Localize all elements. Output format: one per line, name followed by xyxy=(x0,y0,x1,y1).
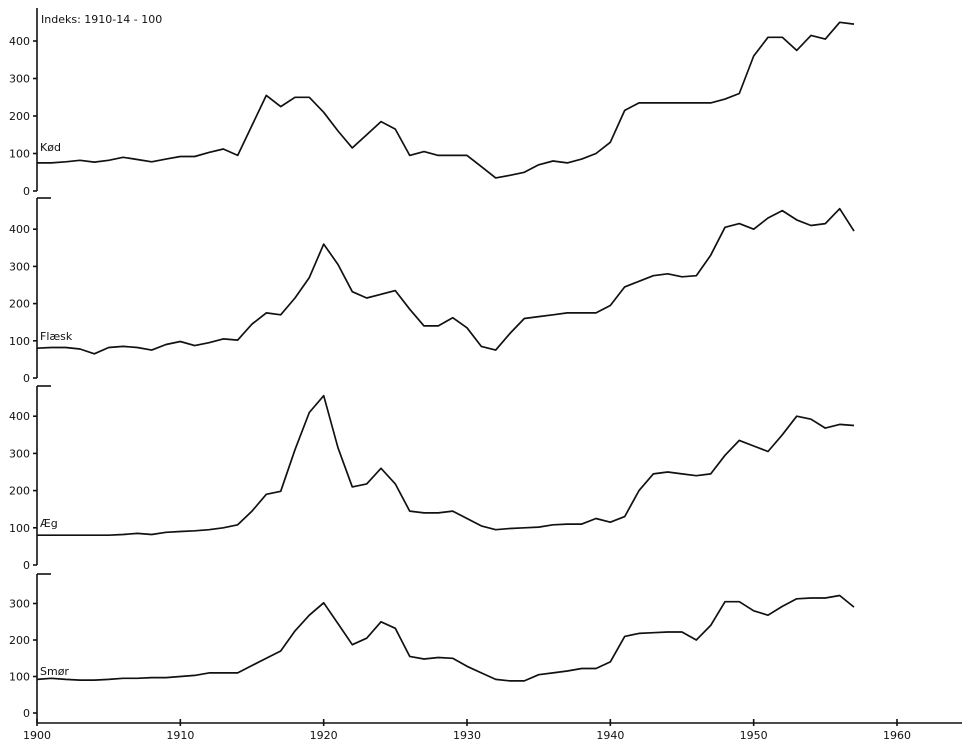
panel-aeg: 0 100 200 300 400 xyxy=(9,385,855,572)
series-label-flaesk: Flæsk xyxy=(40,330,73,343)
series-line-smor xyxy=(36,594,855,682)
y-tick-label-kod-400: 400 xyxy=(9,35,30,48)
y-tick-label-flaesk-300: 300 xyxy=(9,260,30,273)
y-tick-label-kod-0: 0 xyxy=(23,185,30,198)
x-axis: 1900 1910 1920 1930 1940 1950 1960 xyxy=(23,719,962,739)
y-tick-label-flaesk-200: 200 xyxy=(9,298,30,311)
x-tick-label-1960: 1960 xyxy=(883,729,911,739)
y-tick-label-aeg-400: 400 xyxy=(9,410,30,423)
panel-smor: 0 100 200 300 xyxy=(9,573,855,723)
series-line-kod xyxy=(37,21,855,179)
y-tick-label-kod-300: 300 xyxy=(9,73,30,86)
y-tick-label-flaesk-0: 0 xyxy=(23,372,30,385)
y-tick-label-kod-100: 100 xyxy=(9,148,30,161)
y-tick-label-smor-200: 200 xyxy=(9,634,30,647)
panel-flaesk: 0 100 200 300 400 xyxy=(9,197,855,385)
panels-layer: 0100200300400010020030040001002003004000… xyxy=(9,8,855,723)
x-tick-label-1910: 1910 xyxy=(166,729,194,739)
y-tick-label-smor-300: 300 xyxy=(9,598,30,611)
y-tick-label-aeg-200: 200 xyxy=(9,485,30,498)
x-tick-label-1940: 1940 xyxy=(596,729,624,739)
y-tick-label-flaesk-100: 100 xyxy=(9,335,30,348)
y-tick-label-flaesk-400: 400 xyxy=(9,223,30,236)
series-line-flaesk xyxy=(36,207,855,355)
y-tick-label-kod-200: 200 xyxy=(9,110,30,123)
series-label-kod: Kød xyxy=(40,141,61,154)
y-tick-label-smor-0: 0 xyxy=(23,707,30,720)
series-label-aeg: Æg xyxy=(40,517,58,530)
panel-kod: 0 100 200 300 400 xyxy=(9,8,855,198)
y-tick-label-aeg-300: 300 xyxy=(9,447,30,460)
x-tick-label-1930: 1930 xyxy=(453,729,481,739)
chart-title: Indeks: 1910-14 - 100 xyxy=(41,13,162,26)
x-tick-label-1950: 1950 xyxy=(740,729,768,739)
y-tick-label-aeg-0: 0 xyxy=(23,559,30,572)
y-tick-label-aeg-100: 100 xyxy=(9,522,30,535)
y-tick-label-smor-100: 100 xyxy=(9,671,30,684)
x-tick-label-1900: 1900 xyxy=(23,729,51,739)
series-label-smor: Smør xyxy=(40,665,69,678)
series-line-aeg xyxy=(37,394,855,537)
x-tick-label-1920: 1920 xyxy=(310,729,338,739)
